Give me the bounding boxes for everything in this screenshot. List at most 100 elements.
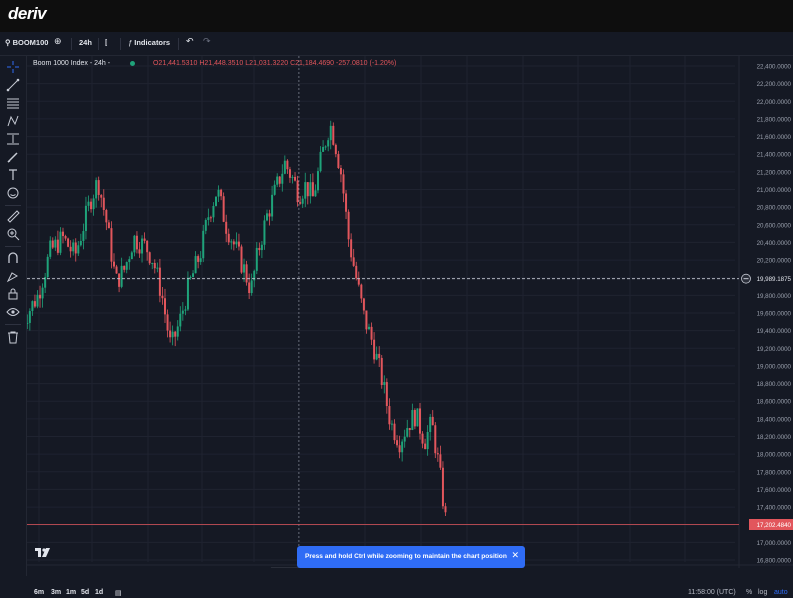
candle-body — [123, 265, 126, 270]
candle-body — [324, 146, 327, 148]
candle-body — [444, 506, 447, 513]
y-tick-label: 21,400.0000 — [757, 152, 792, 159]
candle-body — [411, 410, 414, 431]
tool-divider — [5, 324, 21, 325]
trash-icon[interactable] — [6, 330, 20, 344]
y-tick-label: 20,800.0000 — [757, 205, 792, 212]
candle-body — [245, 264, 248, 283]
percent-toggle[interactable]: % — [746, 589, 753, 596]
calendar-icon[interactable]: ▤ — [115, 590, 122, 597]
candle-body — [439, 454, 442, 468]
market-open-dot — [130, 60, 136, 66]
interval-button[interactable]: 24h — [79, 38, 92, 47]
redo-icon[interactable]: ↷ — [203, 36, 211, 46]
candle-body — [192, 273, 195, 278]
crosshair-price-tag — [752, 273, 793, 284]
candle-body — [342, 174, 345, 194]
candle-body — [82, 231, 85, 241]
range-1d[interactable]: 1d — [95, 589, 104, 596]
candle-body — [283, 160, 286, 174]
candle-body — [92, 198, 95, 210]
candle-body — [133, 235, 136, 253]
candle-body — [355, 265, 358, 279]
candle-body — [161, 295, 164, 299]
trend-line-icon[interactable] — [6, 78, 20, 92]
candle-body — [214, 196, 217, 206]
candle-body — [184, 309, 187, 311]
magnet-icon[interactable] — [6, 251, 20, 265]
toast-message: Press and hold Ctrl while zooming to mai… — [305, 553, 507, 560]
auto-toggle[interactable]: auto — [774, 589, 788, 596]
range-5d[interactable]: 5d — [81, 589, 90, 596]
range-6m[interactable]: 6m — [34, 589, 45, 596]
candle-body — [316, 171, 319, 191]
candle-body — [235, 241, 238, 245]
y-tick-label: 20,400.0000 — [757, 240, 792, 247]
close-value: 21,184.4690 — [295, 60, 335, 67]
brand-logo[interactable]: deriv — [8, 4, 47, 23]
candle-body — [311, 182, 314, 197]
chart-type-icon[interactable]: ⫿ — [105, 38, 108, 47]
candle-body — [253, 270, 256, 281]
y-tick-label: 22,400.0000 — [757, 64, 792, 71]
candle-body — [54, 239, 57, 248]
candle-body — [424, 443, 427, 450]
candle-body — [393, 423, 396, 441]
candle-body — [59, 231, 62, 253]
indicators-button[interactable]: ƒ Indicators — [128, 38, 170, 47]
close-icon[interactable]: ✕ — [511, 550, 519, 560]
crosshair-icon[interactable] — [6, 60, 20, 74]
candle-body — [125, 262, 128, 270]
lock-icon[interactable] — [6, 287, 20, 301]
candle-body — [102, 197, 105, 211]
y-tick-label: 18,600.0000 — [757, 399, 792, 406]
undo-icon[interactable]: ↶ — [186, 36, 194, 46]
candle-body — [408, 428, 411, 431]
toolbar-divider — [120, 38, 121, 50]
text-icon[interactable] — [6, 168, 20, 182]
candle-body — [120, 265, 123, 287]
candle-body — [230, 241, 233, 243]
y-tick-label: 21,800.0000 — [757, 116, 792, 123]
candle-body — [217, 189, 220, 197]
ruler-icon[interactable] — [6, 209, 20, 223]
candle-body — [189, 277, 192, 279]
candlestick-chart[interactable]: 22,400.0000 22,200.0000 22,000.0000 21,800.… — [27, 56, 793, 568]
y-tick-label: 16,800.0000 — [757, 558, 792, 565]
range-icon[interactable] — [6, 132, 20, 146]
pattern-icon[interactable] — [6, 114, 20, 128]
y-tick-label: 21,000.0000 — [757, 187, 792, 194]
candle-body — [314, 190, 317, 197]
candle-body — [332, 125, 335, 145]
zoom-in-icon[interactable] — [6, 227, 20, 241]
lock-drawing-icon[interactable] — [6, 269, 20, 283]
log-toggle[interactable]: log — [758, 589, 768, 596]
candle-body — [378, 353, 381, 358]
candle-body — [367, 326, 370, 330]
candle-body — [31, 301, 34, 312]
candle-body — [441, 467, 444, 507]
candle-body — [396, 440, 399, 446]
candle-body — [403, 436, 406, 442]
candle-body — [429, 416, 432, 432]
brush-icon[interactable] — [6, 150, 20, 164]
emoji-icon[interactable] — [6, 186, 20, 200]
range-1m[interactable]: 1m — [66, 589, 77, 596]
candle-body — [385, 382, 388, 407]
add-symbol-icon[interactable]: ⊕ — [54, 36, 62, 46]
candle-body — [309, 182, 312, 197]
candle-body — [151, 262, 154, 264]
eye-icon[interactable] — [6, 305, 20, 319]
candle-body — [365, 310, 368, 330]
candle-body — [288, 169, 291, 178]
candle-body — [380, 357, 383, 386]
y-tick-label: 19,400.0000 — [757, 328, 792, 335]
candle-body — [197, 256, 200, 262]
range-3m[interactable]: 3m — [51, 589, 62, 596]
candle-body — [112, 261, 115, 267]
fib-retracement-icon[interactable] — [6, 96, 20, 110]
candle-body — [39, 294, 42, 299]
symbol-selector[interactable]: ⚲ BOOM100 — [5, 38, 48, 47]
candle-body — [286, 160, 289, 170]
indicators-icon: ƒ — [128, 38, 133, 47]
